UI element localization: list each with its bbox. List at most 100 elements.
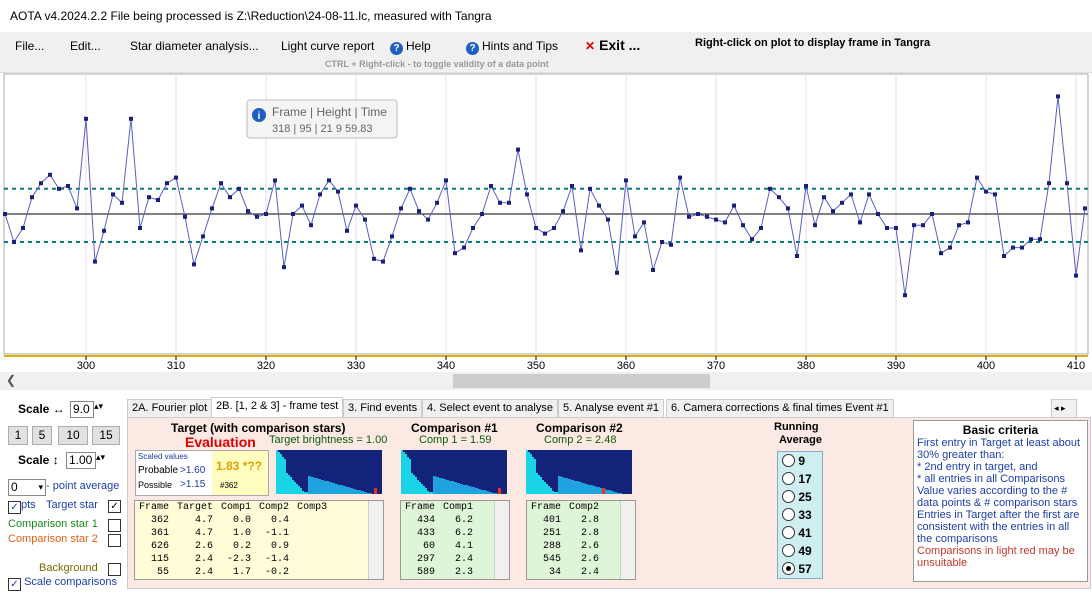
data-point[interactable] <box>615 270 619 275</box>
point-average-select[interactable]: 0 ▾ <box>8 479 46 496</box>
menu-exit[interactable]: ✕ Exit ... <box>585 37 640 53</box>
data-point[interactable] <box>651 268 655 272</box>
data-point[interactable] <box>1029 237 1033 242</box>
running-average-option[interactable]: 57 <box>782 562 812 576</box>
data-point[interactable] <box>930 212 934 216</box>
data-point[interactable] <box>1065 181 1069 186</box>
running-average-option[interactable]: 33 <box>782 508 812 522</box>
data-point[interactable] <box>867 192 871 197</box>
data-point[interactable] <box>237 186 241 191</box>
table-row[interactable]: 589 2.3 <box>401 566 477 579</box>
data-point[interactable] <box>570 184 574 188</box>
data-point[interactable] <box>399 206 403 211</box>
data-point[interactable] <box>579 248 583 253</box>
data-point[interactable] <box>1047 181 1051 186</box>
tab-find-events[interactable]: 3. Find events <box>343 399 423 417</box>
menu-hints[interactable]: ? Hints and Tips <box>466 39 558 55</box>
tab-scroll-arrows[interactable]: ◂ ▸ <box>1051 399 1077 417</box>
data-point[interactable] <box>858 220 862 225</box>
data-point[interactable] <box>435 200 439 205</box>
data-point[interactable] <box>21 226 25 230</box>
comp1-table[interactable]: Frame Comp1 434 6.2 433 6.2 60 4.1 297 2.4 589 2.3 <box>400 500 510 580</box>
data-point[interactable] <box>444 178 448 183</box>
table-row[interactable]: 361 4.7 1.0 -1.1 <box>135 527 331 540</box>
data-point[interactable] <box>777 195 781 200</box>
data-point[interactable] <box>1002 254 1006 258</box>
data-point[interactable] <box>390 234 394 239</box>
data-point[interactable] <box>381 259 385 264</box>
menu-star-diameter[interactable]: Star diameter analysis... <box>130 39 259 53</box>
data-point[interactable] <box>606 217 610 222</box>
data-point[interactable] <box>633 234 637 239</box>
data-point[interactable] <box>885 226 889 230</box>
data-point[interactable] <box>993 192 997 197</box>
tab-analyse-event[interactable]: 5. Analyse event #1 <box>558 399 665 417</box>
data-point[interactable] <box>939 251 943 256</box>
table-row[interactable]: 626 2.6 0.2 0.9 <box>135 540 331 553</box>
tab-select-event[interactable]: 4. Select event to analyse <box>422 399 558 417</box>
scale-button-15[interactable]: 15 <box>92 426 120 445</box>
data-point[interactable] <box>264 212 268 216</box>
data-point[interactable] <box>147 195 151 200</box>
table-scrollbar[interactable] <box>494 501 509 579</box>
data-point[interactable] <box>453 251 457 256</box>
data-point[interactable] <box>525 192 529 197</box>
data-point[interactable] <box>408 186 412 191</box>
table-row[interactable]: 362 4.7 0.0 0.4 <box>135 514 331 527</box>
scale-button-10[interactable]: 10 <box>58 426 88 445</box>
data-point[interactable] <box>255 214 259 219</box>
data-point[interactable] <box>462 245 466 250</box>
data-point[interactable] <box>498 200 502 205</box>
data-point[interactable] <box>1020 245 1024 250</box>
running-average-option[interactable]: 41 <box>782 526 812 540</box>
data-point[interactable] <box>876 212 880 216</box>
data-point[interactable] <box>552 226 556 230</box>
target-star-checkbox[interactable]: ✓ <box>108 500 121 513</box>
data-point[interactable] <box>894 226 898 230</box>
data-point[interactable] <box>48 172 52 177</box>
data-point[interactable] <box>597 203 601 208</box>
running-average-option[interactable]: 25 <box>782 490 812 504</box>
table-row[interactable]: 55 2.4 1.7 -0.2 <box>135 566 331 579</box>
scale-v-input[interactable]: 1.00 <box>66 452 96 469</box>
table-row[interactable]: 545 2.6 <box>527 553 603 566</box>
data-point[interactable] <box>345 228 349 233</box>
data-point[interactable] <box>732 203 736 208</box>
data-point[interactable] <box>561 209 565 214</box>
data-point[interactable] <box>849 192 853 197</box>
data-point[interactable] <box>741 223 745 228</box>
light-curve-svg[interactable]: 300 310 320 330 340 350 360 370 380 390 400 410 i F… <box>0 72 1092 372</box>
data-point[interactable] <box>39 181 43 186</box>
data-point[interactable] <box>669 242 673 247</box>
data-point[interactable] <box>1038 237 1042 242</box>
horizontal-scrollbar[interactable]: ❮ <box>0 372 1092 390</box>
data-point[interactable] <box>696 212 700 216</box>
menu-light-curve[interactable]: Light curve report <box>281 39 375 53</box>
data-point[interactable] <box>642 220 646 225</box>
data-point[interactable] <box>426 217 430 222</box>
chevron-left-icon[interactable]: ❮ <box>6 373 17 387</box>
data-point[interactable] <box>156 198 160 202</box>
data-point[interactable] <box>678 175 682 180</box>
background-checkbox[interactable] <box>108 563 121 576</box>
data-point[interactable] <box>912 223 916 228</box>
data-point[interactable] <box>489 184 493 188</box>
data-point[interactable] <box>804 184 808 188</box>
data-point[interactable] <box>183 214 187 219</box>
comp1-checkbox[interactable] <box>108 519 121 532</box>
table-scrollbar[interactable] <box>368 501 383 579</box>
scale-h-input[interactable]: 9.0 <box>70 401 94 418</box>
data-point[interactable] <box>480 212 484 216</box>
data-point[interactable] <box>507 200 511 205</box>
tab-camera-corrections[interactable]: 6. Camera corrections & final times Even… <box>666 399 894 417</box>
pts-checkbox[interactable]: ✓ pts <box>8 499 36 514</box>
data-point[interactable] <box>102 228 106 233</box>
data-point[interactable] <box>624 178 628 183</box>
data-point[interactable] <box>354 203 358 208</box>
data-point[interactable] <box>768 186 772 191</box>
comp2-checkbox[interactable] <box>108 534 121 547</box>
data-point[interactable] <box>759 226 763 230</box>
table-row[interactable]: 434 6.2 <box>401 514 477 527</box>
data-point[interactable] <box>246 209 250 214</box>
scale-comparisons-checkbox[interactable]: ✓ Scale comparisons <box>8 576 117 591</box>
